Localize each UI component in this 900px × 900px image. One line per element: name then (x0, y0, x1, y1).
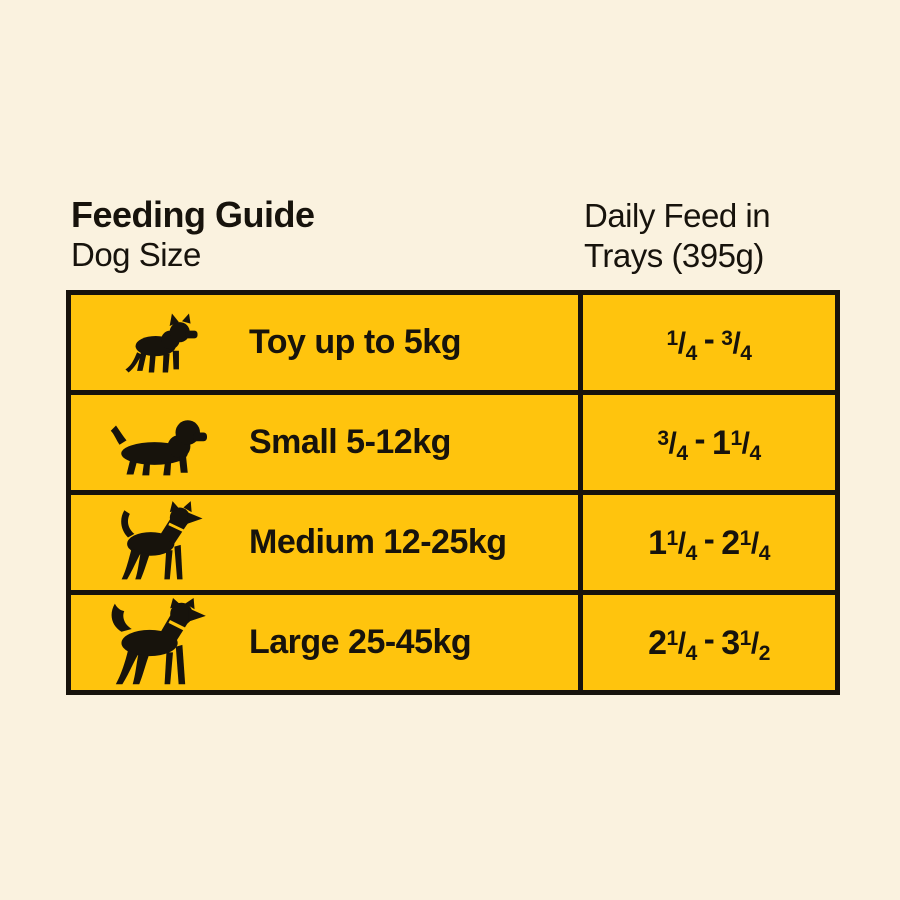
feed-from-denominator: 4 (685, 641, 698, 665)
table-row-toy-feed-cell: 1/4-3/4 (583, 295, 835, 390)
feed-to-whole: 2 (721, 523, 740, 562)
table-row-toy-size-cell: Toy up to 5kg (71, 295, 578, 390)
medium-dog-icon (97, 497, 219, 589)
feed-to-denominator: 4 (749, 441, 761, 465)
page-title: Feeding Guide (71, 194, 315, 235)
daily-feed-column-label: Daily Feed in Trays (395g) (584, 196, 771, 276)
fraction-slash: / (668, 426, 677, 460)
fraction-slash: / (677, 326, 686, 360)
table-row-large-size-cell: Large 25-45kg (71, 595, 578, 690)
range-dash: - (703, 519, 715, 557)
large-dog-silhouette (111, 597, 206, 684)
fraction-slash: / (677, 526, 686, 560)
feed-to-whole: 3 (721, 623, 740, 662)
size-label-medium: Medium 12-25kg (249, 523, 507, 561)
table-row-large-feed-cell: 21/4-31/2 (583, 595, 835, 690)
table-row-small-size-cell: Small 5-12kg (71, 395, 578, 490)
feed-from-denominator: 4 (685, 341, 698, 365)
medium-dog-silhouette (121, 500, 203, 579)
feed-range-large: 21/4-31/2 (648, 620, 770, 666)
feed-to-numerator: 3 (721, 326, 733, 350)
feed-to-denominator: 4 (758, 541, 771, 565)
feed-from-denominator: 4 (685, 541, 698, 565)
feed-from-numerator: 1 (666, 526, 679, 550)
fraction-slash: / (732, 326, 741, 360)
table-row-medium-feed-cell: 11/4-21/4 (583, 495, 835, 590)
fraction-slash: / (741, 426, 750, 460)
feed-to-whole: 1 (712, 423, 731, 462)
size-label-small: Small 5-12kg (249, 423, 451, 461)
table-row-small-feed-cell: 3/4-11/4 (583, 395, 835, 490)
range-dash: - (703, 619, 715, 657)
feed-from-numerator: 1 (666, 626, 679, 650)
feed-from-denominator: 4 (676, 441, 688, 465)
range-dash: - (694, 419, 706, 457)
feed-from-numerator: 1 (666, 326, 679, 350)
daily-feed-line2: Trays (395g) (584, 237, 764, 274)
fraction-slash: / (750, 526, 759, 560)
toy-dog-icon (97, 297, 219, 389)
table-row-medium-size-cell: Medium 12-25kg (71, 495, 578, 590)
feed-to-numerator: 1 (739, 526, 752, 550)
large-dog-icon (97, 597, 219, 689)
range-dash: - (703, 319, 715, 357)
feed-from-numerator: 3 (657, 426, 669, 450)
feeding-guide-table: Toy up to 5kg 1/4-3/4 (66, 290, 840, 695)
size-label-large: Large 25-45kg (249, 623, 472, 661)
toy-dog-silhouette (125, 313, 198, 372)
fraction-slash: / (750, 626, 759, 660)
feed-from-whole: 2 (648, 623, 667, 662)
feed-to-numerator: 1 (739, 626, 752, 650)
feed-to-denominator: 2 (758, 641, 771, 665)
feed-from-whole: 1 (648, 523, 667, 562)
feed-to-numerator: 1 (730, 426, 742, 450)
size-label-toy: Toy up to 5kg (249, 323, 461, 361)
daily-feed-line1: Daily Feed in (584, 197, 771, 234)
dog-size-column-label: Dog Size (71, 236, 201, 273)
feed-range-small: 3/4-11/4 (657, 419, 761, 466)
small-dog-silhouette (110, 419, 207, 475)
fraction-slash: / (677, 626, 686, 660)
feed-range-toy: 1/4-3/4 (667, 320, 752, 366)
feed-to-denominator: 4 (740, 341, 752, 365)
small-dog-icon (97, 397, 219, 489)
feed-range-medium: 11/4-21/4 (648, 520, 770, 566)
